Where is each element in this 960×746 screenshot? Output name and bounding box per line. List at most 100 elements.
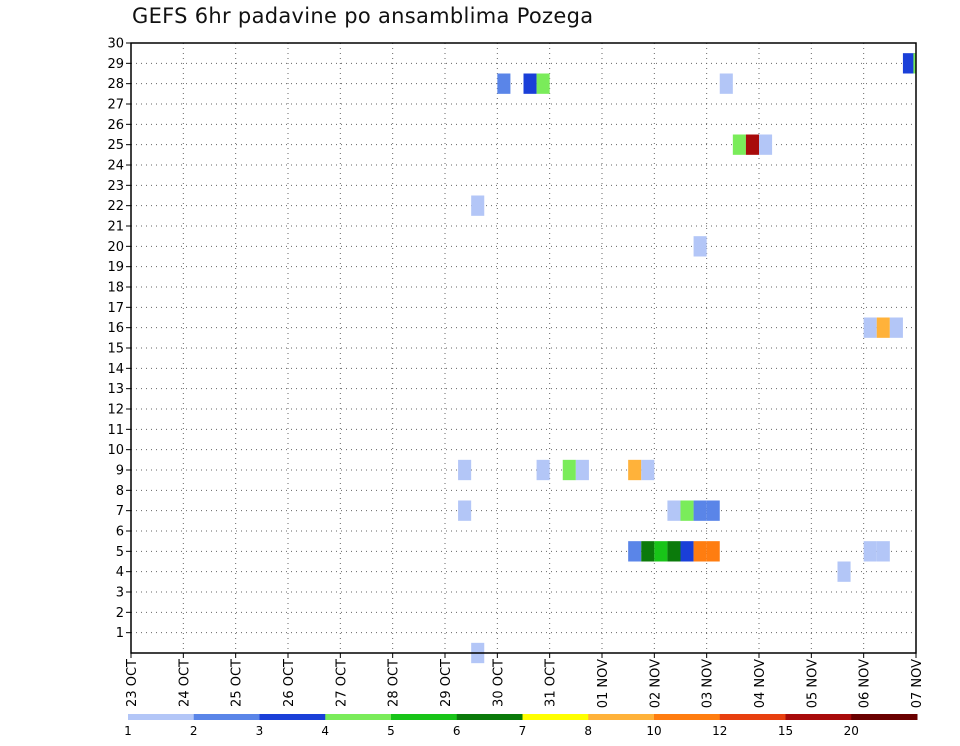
y-tick-label: 15 <box>107 342 124 357</box>
heatmap-cell <box>719 73 733 94</box>
y-tick-label: 6 <box>116 525 124 540</box>
x-tick-label: 26 OCT <box>282 659 297 707</box>
colorbar-swatch <box>851 714 918 720</box>
heatmap-cell <box>706 541 720 562</box>
x-tick-label: 23 OCT <box>125 659 140 707</box>
heatmap-cell <box>628 541 642 562</box>
colorbar-label: 20 <box>844 724 859 738</box>
heatmap-cell <box>680 541 694 562</box>
colorbar-swatch <box>259 714 326 720</box>
y-tick-label: 2 <box>116 606 124 621</box>
colorbar-label: 6 <box>453 724 461 738</box>
colorbar-label: 5 <box>387 724 395 738</box>
heatmap-cell <box>575 459 589 481</box>
heatmap-cell <box>732 134 746 155</box>
heatmap-cell <box>876 541 890 562</box>
y-tick-label: 19 <box>107 260 124 275</box>
y-tick-label: 24 <box>107 159 124 174</box>
heatmap-cell <box>876 317 890 338</box>
heatmap-cell <box>889 317 903 338</box>
x-tick-label: 27 OCT <box>334 659 349 707</box>
x-tick-label: 31 OCT <box>544 659 559 707</box>
heatmap-cell <box>562 459 576 481</box>
colorbar-swatch <box>522 714 589 720</box>
heatmap-cell <box>680 500 694 521</box>
colorbar-swatch <box>193 714 260 720</box>
colorbar-label: 1 <box>124 724 132 738</box>
x-tick-label: 29 OCT <box>439 659 454 707</box>
colorbar-label: 15 <box>778 724 793 738</box>
heatmap-cell <box>628 459 642 481</box>
y-tick-label: 4 <box>116 565 124 580</box>
y-tick-label: 16 <box>107 321 124 336</box>
x-tick-label: 05 NOV <box>805 659 820 708</box>
heatmap-cell <box>641 459 655 481</box>
colorbar-swatch <box>456 714 523 720</box>
heatmap-cell <box>863 541 877 562</box>
colorbar-label: 2 <box>190 724 198 738</box>
heatmap-cell <box>536 459 550 481</box>
y-tick-label: 10 <box>107 443 124 458</box>
y-tick-label: 21 <box>107 220 124 235</box>
x-tick-label: 25 OCT <box>230 659 245 707</box>
colorbar-label: 7 <box>519 724 527 738</box>
colorbar-swatch <box>391 714 458 720</box>
plot-frame <box>130 42 917 654</box>
heatmap-cell <box>745 134 759 155</box>
y-tick-label: 20 <box>107 240 124 255</box>
colorbar-label: 8 <box>584 724 592 738</box>
colorbar-label: 4 <box>321 724 329 738</box>
heatmap-cell <box>693 541 707 562</box>
heatmap-cell <box>471 195 485 216</box>
y-tick-label: 1 <box>116 626 124 641</box>
y-tick-label: 17 <box>107 301 124 316</box>
colorbar-swatch <box>654 714 721 720</box>
heatmap-cell <box>654 541 668 562</box>
heatmap-cell <box>458 500 472 521</box>
heatmap-cell <box>693 236 707 257</box>
x-tick-label: 03 NOV <box>701 659 716 708</box>
colorbar-swatch <box>588 714 655 720</box>
colorbar-label: 10 <box>646 724 661 738</box>
colorbar-swatch <box>785 714 852 720</box>
colorbar-label: 3 <box>256 724 264 738</box>
heatmap-cell <box>759 134 773 155</box>
x-tick-label: 07 NOV <box>910 659 925 708</box>
y-tick-label: 7 <box>116 504 124 519</box>
y-tick-label: 30 <box>107 37 124 52</box>
heatmap-cell <box>667 541 681 562</box>
y-tick-label: 5 <box>116 545 124 560</box>
y-tick-label: 25 <box>107 138 124 153</box>
colorbar-swatch <box>128 714 195 720</box>
x-tick-label: 06 NOV <box>858 659 873 708</box>
x-tick-label: 24 OCT <box>177 659 192 707</box>
y-tick-label: 8 <box>116 484 124 499</box>
heatmap-cell <box>863 317 877 338</box>
y-tick-label: 14 <box>107 362 124 377</box>
y-tick-label: 29 <box>107 57 124 72</box>
colorbar-swatch <box>719 714 786 720</box>
y-tick-label: 28 <box>107 77 124 92</box>
heatmap-cell <box>706 500 720 521</box>
heatmap-cell <box>902 53 916 74</box>
heatmap-cell <box>536 73 550 94</box>
y-tick-label: 3 <box>116 586 124 601</box>
heatmap-cell <box>837 561 851 582</box>
colorbar-swatch <box>325 714 392 720</box>
y-tick-label: 23 <box>107 179 124 194</box>
y-tick-label: 9 <box>116 464 124 479</box>
heatmap-cell <box>458 459 472 481</box>
heatmap-cell <box>641 541 655 562</box>
heatmap-cell <box>913 53 916 74</box>
x-tick-label: 04 NOV <box>753 659 768 708</box>
y-tick-label: 22 <box>107 199 124 214</box>
y-tick-label: 13 <box>107 382 124 397</box>
y-tick-label: 12 <box>107 403 124 418</box>
x-tick-label: 01 NOV <box>596 659 611 708</box>
x-tick-label: 02 NOV <box>648 659 663 708</box>
y-tick-label: 18 <box>107 281 124 296</box>
y-tick-label: 26 <box>107 118 124 133</box>
chart-title: GEFS 6hr padavine po ansamblima Pozega <box>132 4 594 28</box>
